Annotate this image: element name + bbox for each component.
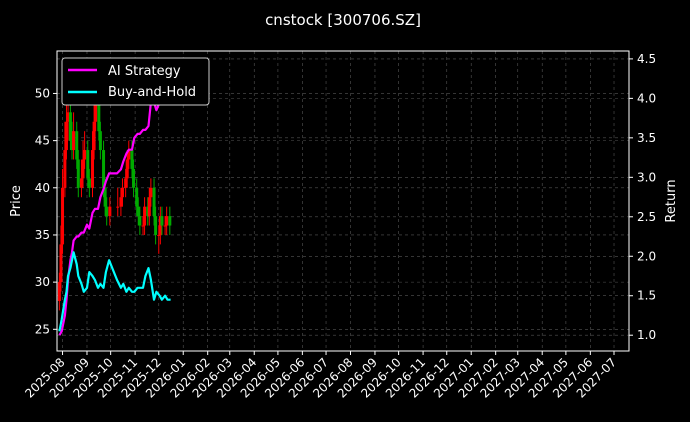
buy-and-hold-line bbox=[58, 251, 171, 332]
candle-body bbox=[81, 159, 85, 179]
candle-body bbox=[70, 140, 74, 151]
candle-body bbox=[108, 206, 112, 217]
legend-ai-label: AI Strategy bbox=[108, 64, 181, 79]
candle-body bbox=[154, 216, 158, 235]
y-tick-label-right: 4.0 bbox=[637, 91, 656, 105]
legend: AI Strategy Buy-and-Hold bbox=[61, 57, 210, 106]
y-tick-label-right: 4.5 bbox=[637, 52, 656, 66]
y-axis-label-right: Return bbox=[664, 179, 679, 222]
candle-body bbox=[168, 216, 172, 226]
candle-body bbox=[163, 225, 167, 227]
candle-body bbox=[120, 187, 124, 198]
candle-body bbox=[147, 197, 151, 217]
candle-body bbox=[72, 131, 76, 151]
candle-body bbox=[59, 244, 63, 283]
left-axis: 25 30 35 40 45 50 bbox=[35, 86, 57, 336]
candle-body bbox=[135, 187, 139, 207]
y-tick-label-right: 2.5 bbox=[637, 210, 656, 224]
candles bbox=[57, 84, 172, 311]
candle-body bbox=[98, 131, 102, 151]
candle-body bbox=[146, 206, 150, 217]
y-tick-label-left: 30 bbox=[35, 275, 50, 289]
y-tick-label-right: 1.5 bbox=[637, 289, 656, 303]
y-tick-label-right: 3.5 bbox=[637, 131, 656, 145]
y-tick-label-left: 35 bbox=[35, 228, 50, 242]
candle-body bbox=[94, 102, 98, 122]
legend-bh-label: Buy-and-Hold bbox=[108, 85, 196, 100]
candle-body bbox=[141, 225, 145, 227]
y-tick-label-left: 40 bbox=[35, 181, 50, 195]
plot-frame bbox=[56, 50, 630, 352]
candle-body bbox=[157, 234, 161, 236]
y-tick-label-right: 2.0 bbox=[637, 249, 656, 263]
candle-body bbox=[92, 121, 96, 151]
candle-body bbox=[75, 131, 79, 160]
y-tick-label-right: 1.0 bbox=[637, 328, 656, 342]
candle-body bbox=[149, 187, 153, 198]
candle-body bbox=[83, 150, 87, 160]
legend-box bbox=[61, 57, 210, 106]
candle-body bbox=[125, 159, 129, 179]
candle-body bbox=[87, 178, 91, 188]
candle-body bbox=[124, 178, 128, 188]
chart-title: cnstock [300706.SZ] bbox=[265, 11, 421, 29]
candle-body bbox=[127, 150, 131, 160]
candle-body bbox=[103, 187, 107, 207]
y-tick-label-right: 3.0 bbox=[637, 170, 656, 184]
candle-body bbox=[102, 150, 106, 188]
candle-body bbox=[119, 197, 123, 207]
candle-body bbox=[86, 150, 90, 179]
candle-body bbox=[66, 112, 70, 122]
candle-body bbox=[79, 178, 83, 188]
candle-body bbox=[97, 102, 101, 132]
candle-body bbox=[138, 216, 142, 226]
candle-body bbox=[136, 206, 140, 217]
candle-body bbox=[57, 282, 61, 301]
candle-body bbox=[143, 206, 147, 226]
candle-body bbox=[132, 168, 136, 188]
candle-body bbox=[158, 216, 162, 235]
y-tick-label-left: 45 bbox=[35, 134, 50, 148]
candle-body bbox=[105, 206, 109, 217]
candle-body bbox=[152, 187, 156, 217]
candle-body bbox=[91, 150, 95, 188]
candle-body bbox=[61, 187, 65, 245]
candle-body bbox=[68, 112, 72, 141]
candle-body bbox=[165, 216, 169, 226]
candle-body bbox=[130, 150, 134, 169]
y-tick-label-left: 50 bbox=[35, 86, 50, 100]
right-axis: 1.0 1.5 2.0 2.5 3.0 3.5 4.0 4.5 bbox=[629, 52, 656, 342]
y-axis-label-left: Price bbox=[9, 185, 24, 217]
candle-body bbox=[116, 206, 120, 208]
candle-body bbox=[64, 121, 68, 151]
candle-body bbox=[160, 216, 164, 226]
y-tick-label-left: 25 bbox=[35, 322, 50, 336]
candle-body bbox=[63, 150, 67, 188]
candle-body bbox=[76, 159, 80, 188]
